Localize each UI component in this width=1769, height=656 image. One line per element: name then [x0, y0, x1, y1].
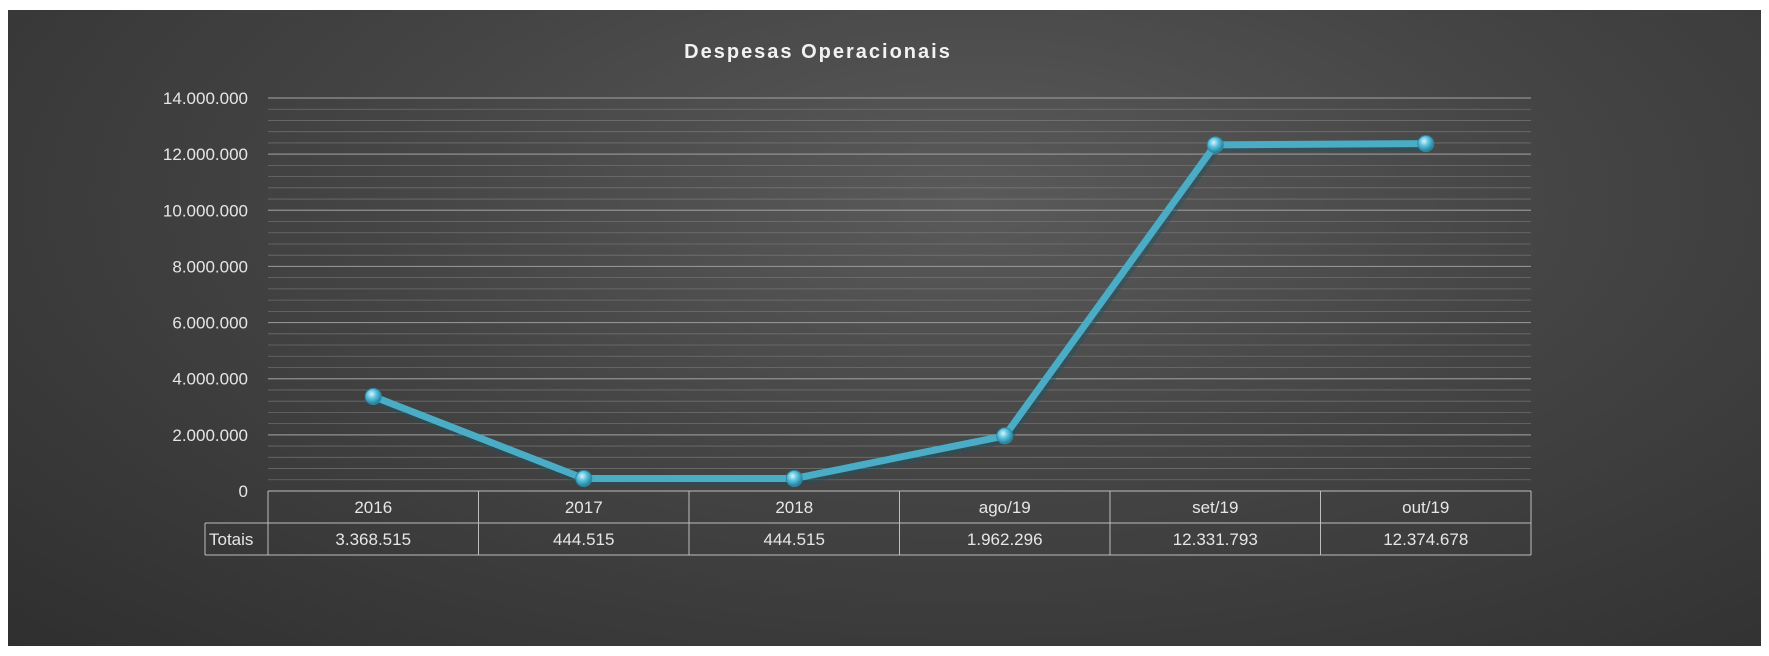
y-tick-label: 2.000.000: [172, 426, 248, 445]
series-line: [369, 140, 1430, 483]
table-value-cell: 12.331.793: [1173, 530, 1258, 549]
data-table: 2016 2017 2018 ago/19 set/19 out/19 Totais 3.36…: [204, 490, 1532, 556]
y-tick-label: 8.000.000: [172, 257, 248, 276]
category-label: 2018: [775, 498, 813, 517]
grid-layer: [268, 97, 1531, 481]
chart-title: Despesas Operacionais: [684, 41, 952, 63]
y-tick-label: 0: [239, 482, 248, 501]
data-point-marker: [1206, 136, 1224, 154]
series-layer: [364, 135, 1435, 488]
category-label: 2017: [565, 498, 603, 517]
y-tick-label: 12.000.000: [163, 145, 248, 164]
category-label: out/19: [1402, 498, 1449, 517]
category-label: ago/19: [979, 498, 1031, 517]
y-tick-label: 4.000.000: [172, 370, 248, 389]
table-value-cell: 3.368.515: [335, 530, 411, 549]
data-point-marker: [364, 387, 382, 405]
y-tick-label: 14.000.000: [163, 89, 248, 108]
series-name-label: Totais: [209, 530, 253, 549]
series-line-shadow: [370, 142, 1433, 487]
data-point-marker: [996, 427, 1014, 445]
table-value-cell: 444.515: [764, 530, 825, 549]
category-label: 2016: [354, 498, 392, 517]
category-label: set/19: [1192, 498, 1238, 517]
y-tick-label: 10.000.000: [163, 201, 248, 220]
table-value-cell: 1.962.296: [967, 530, 1043, 549]
table-value-cell: 444.515: [553, 530, 614, 549]
table-value-cell: 12.374.678: [1383, 530, 1468, 549]
chart-svg: Despesas Operacionais 0 2.000.000 4.000.00…: [163, 41, 1532, 556]
chart-area: Despesas Operacionais 0 2.000.000 4.000.00…: [8, 10, 1761, 646]
y-axis-ticks: 0 2.000.000 4.000.000 6.000.000 8.000.000 10.…: [163, 89, 248, 501]
data-point-marker: [1417, 135, 1435, 153]
data-point-marker: [785, 470, 803, 488]
data-point-marker: [575, 470, 593, 488]
y-tick-label: 6.000.000: [172, 314, 248, 333]
